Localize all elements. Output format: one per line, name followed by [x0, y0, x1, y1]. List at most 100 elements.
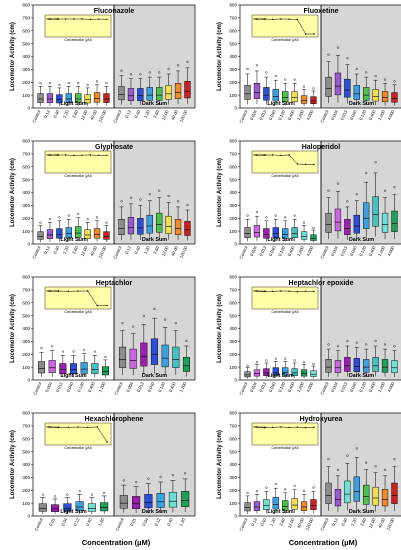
box [282, 91, 289, 103]
outlier-point [105, 221, 108, 224]
box [300, 369, 308, 377]
box [46, 93, 54, 103]
outlier-point [265, 486, 268, 489]
category-tick-label: 0.01 [129, 517, 137, 527]
box [150, 338, 159, 365]
outlier-point [86, 83, 89, 87]
outlier-point [58, 216, 61, 219]
inset-x-label: Concentration (µM) [271, 446, 298, 450]
chart-panel: Heptachlor 0 100 200 300 400 500 600 700 800 Locom… [10, 275, 196, 396]
box [325, 76, 332, 97]
outlier-point [58, 83, 61, 87]
outlier-point [164, 318, 167, 321]
outlier-point [336, 468, 340, 471]
y-tick-label: 300 [22, 475, 30, 480]
box [263, 368, 270, 376]
dark-phase-background [321, 413, 401, 516]
outlier-point [346, 57, 349, 60]
outlier-point [48, 218, 52, 221]
outlier-point [185, 339, 188, 343]
y-tick-label: 500 [22, 177, 30, 182]
y-axis-label: Locomotor Activity (cm) [10, 294, 16, 363]
box [272, 89, 279, 102]
chart-title: Haloperidol [302, 144, 341, 151]
category-tick-label: 1.200 [178, 381, 187, 393]
box [282, 228, 289, 239]
box [310, 96, 317, 104]
outlier-point [129, 196, 133, 199]
outlier-point [393, 345, 396, 348]
category-tick-label: 0.040 [65, 381, 74, 393]
survival-point [313, 163, 315, 166]
y-tick-label: 800 [22, 275, 30, 280]
outlier-point [153, 307, 156, 311]
box [146, 214, 153, 234]
box [132, 496, 141, 509]
y-tick-label: 0 [27, 242, 30, 247]
category-tick-label: 4.000 [386, 109, 395, 121]
category-tick-label: 0.40 [52, 109, 60, 119]
outlier-point [90, 493, 94, 496]
box [56, 228, 63, 239]
y-tick-label: 300 [22, 203, 30, 208]
inset-y-label: % Survival [253, 17, 267, 21]
outlier-point [274, 357, 277, 360]
category-tick-label: 4.000 [305, 381, 314, 393]
outlier-point [302, 490, 306, 493]
box [103, 231, 110, 240]
category-tick-label: 0.400 [287, 109, 296, 121]
category-tick-label: 3.60 [152, 109, 160, 119]
outlier-point [312, 486, 315, 489]
outlier-point [77, 212, 80, 215]
category-tick-label: 120.00 [97, 245, 107, 259]
category-tick-label: 1.20 [97, 517, 105, 527]
y-tick-label: 100 [22, 365, 30, 370]
outlier-point [346, 454, 349, 457]
category-tick-label: 0.40 [133, 245, 141, 255]
y-tick-label: 400 [229, 54, 237, 59]
category-tick-label: 0.013 [258, 109, 267, 121]
outlier-point [167, 194, 170, 198]
dark-phase-label: Dark Sum [142, 373, 167, 379]
outlier-point [139, 73, 142, 76]
y-tick-label: 500 [229, 449, 237, 454]
outlier-point [293, 484, 296, 487]
box [282, 500, 289, 511]
category-tick-label: Control [33, 517, 43, 531]
survival-inset [251, 422, 319, 446]
y-tick-label: 700 [229, 424, 237, 429]
category-tick-label: 0.40 [133, 109, 141, 119]
y-tick-label: 800 [22, 3, 30, 8]
category-tick-label: 0.040 [349, 109, 358, 121]
category-tick-label: 12.00 [287, 517, 296, 529]
outlier-point [365, 343, 368, 346]
box [84, 229, 91, 239]
y-tick-label: 300 [229, 203, 237, 208]
outlier-point [355, 341, 358, 344]
outlier-point [95, 80, 99, 83]
outlier-point [120, 69, 123, 72]
y-tick-label: 100 [22, 229, 30, 234]
category-tick-label: 0.120 [277, 109, 286, 121]
outlier-point [67, 82, 70, 85]
box [334, 488, 342, 507]
outlier-point [312, 226, 315, 230]
box [244, 502, 251, 512]
box [63, 503, 72, 512]
y-tick-label: 600 [22, 164, 30, 169]
box [165, 85, 172, 100]
box [181, 491, 190, 507]
chart-title: Hydroxyurea [300, 416, 343, 423]
box [282, 367, 289, 376]
box [391, 482, 398, 504]
y-tick-label: 300 [229, 339, 237, 344]
box [291, 227, 298, 239]
box [127, 88, 135, 101]
box [253, 501, 261, 511]
category-tick-label: 0.400 [87, 381, 96, 393]
outlier-point [293, 359, 296, 362]
box [137, 88, 144, 101]
box [48, 360, 56, 373]
box [184, 221, 191, 236]
outlier-point [184, 472, 187, 475]
